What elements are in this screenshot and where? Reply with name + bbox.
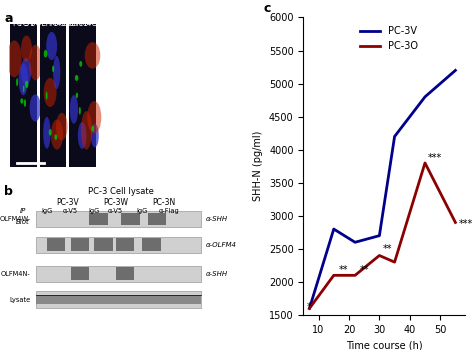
Ellipse shape <box>21 36 32 62</box>
Text: **: ** <box>338 265 348 275</box>
Ellipse shape <box>25 81 28 88</box>
Text: PC-3W: PC-3W <box>103 198 128 207</box>
Text: OLFM4N-: OLFM4N- <box>1 271 31 277</box>
FancyBboxPatch shape <box>36 292 201 308</box>
X-axis label: Time course (h): Time course (h) <box>346 340 422 350</box>
Text: Lysate: Lysate <box>9 296 31 302</box>
Text: α-SHH: α-SHH <box>206 216 228 222</box>
Ellipse shape <box>56 113 68 140</box>
Text: ***: *** <box>458 219 473 229</box>
Ellipse shape <box>52 65 54 72</box>
Text: PC-3OLFM4Clone2: PC-3OLFM4Clone2 <box>48 19 118 28</box>
Ellipse shape <box>70 95 78 124</box>
Ellipse shape <box>91 126 94 132</box>
Ellipse shape <box>51 119 63 150</box>
FancyBboxPatch shape <box>94 238 113 251</box>
Text: PC-3 Cell lysate: PC-3 Cell lysate <box>88 187 154 196</box>
Ellipse shape <box>44 50 47 58</box>
Text: **: ** <box>360 265 369 275</box>
Ellipse shape <box>87 101 101 133</box>
FancyBboxPatch shape <box>116 238 134 251</box>
Ellipse shape <box>29 45 42 80</box>
Ellipse shape <box>49 129 52 136</box>
Text: PC-3V: PC-3V <box>13 19 36 28</box>
Ellipse shape <box>44 78 56 107</box>
Ellipse shape <box>7 41 22 77</box>
Ellipse shape <box>16 78 18 86</box>
Text: IgG: IgG <box>41 208 52 214</box>
FancyBboxPatch shape <box>10 24 37 167</box>
FancyBboxPatch shape <box>116 267 134 280</box>
Ellipse shape <box>46 92 47 100</box>
Ellipse shape <box>78 122 86 149</box>
Text: PC-3OLFM4Clone1: PC-3OLFM4Clone1 <box>18 19 89 28</box>
Ellipse shape <box>75 75 78 81</box>
Ellipse shape <box>79 61 82 67</box>
Ellipse shape <box>43 117 51 149</box>
Ellipse shape <box>76 92 78 98</box>
Text: α-V5: α-V5 <box>63 208 78 214</box>
Text: *: * <box>307 302 312 312</box>
Ellipse shape <box>46 32 57 60</box>
Text: PC-3V: PC-3V <box>56 198 79 207</box>
FancyBboxPatch shape <box>71 238 89 251</box>
Text: IgG: IgG <box>137 208 148 214</box>
FancyBboxPatch shape <box>121 212 139 225</box>
Ellipse shape <box>91 124 99 147</box>
FancyBboxPatch shape <box>36 211 201 227</box>
FancyBboxPatch shape <box>40 24 66 167</box>
Ellipse shape <box>55 134 57 140</box>
FancyBboxPatch shape <box>36 237 201 253</box>
FancyBboxPatch shape <box>89 212 108 225</box>
Text: α-V5: α-V5 <box>108 208 123 214</box>
FancyBboxPatch shape <box>71 267 89 280</box>
FancyBboxPatch shape <box>36 295 201 304</box>
Ellipse shape <box>81 111 92 149</box>
Text: a: a <box>4 12 13 25</box>
Text: b: b <box>4 185 13 198</box>
FancyBboxPatch shape <box>147 212 166 225</box>
Text: α-OLFM4: α-OLFM4 <box>206 242 237 248</box>
Text: Blot: Blot <box>16 219 30 225</box>
Text: **: ** <box>383 244 392 254</box>
Ellipse shape <box>29 94 41 121</box>
Text: IgG: IgG <box>89 208 100 214</box>
Text: PC-3N: PC-3N <box>152 198 175 207</box>
FancyBboxPatch shape <box>69 24 96 167</box>
Text: α-Flag: α-Flag <box>158 208 179 214</box>
Ellipse shape <box>18 63 28 95</box>
Text: c: c <box>263 1 271 14</box>
FancyBboxPatch shape <box>36 266 201 282</box>
Ellipse shape <box>85 42 100 69</box>
Ellipse shape <box>53 56 60 89</box>
Ellipse shape <box>21 58 31 85</box>
Text: IP: IP <box>19 208 26 214</box>
FancyBboxPatch shape <box>142 238 161 251</box>
Ellipse shape <box>20 98 23 104</box>
Y-axis label: SHH-N (pg/ml): SHH-N (pg/ml) <box>253 131 264 202</box>
Text: ***: *** <box>428 153 442 163</box>
Text: OLFM4W-: OLFM4W- <box>0 216 31 222</box>
FancyBboxPatch shape <box>46 238 65 251</box>
Text: α-SHH: α-SHH <box>206 271 228 277</box>
Ellipse shape <box>23 85 25 92</box>
Legend: PC-3V, PC-3O: PC-3V, PC-3O <box>356 22 421 55</box>
Ellipse shape <box>24 99 26 107</box>
Ellipse shape <box>79 107 81 115</box>
